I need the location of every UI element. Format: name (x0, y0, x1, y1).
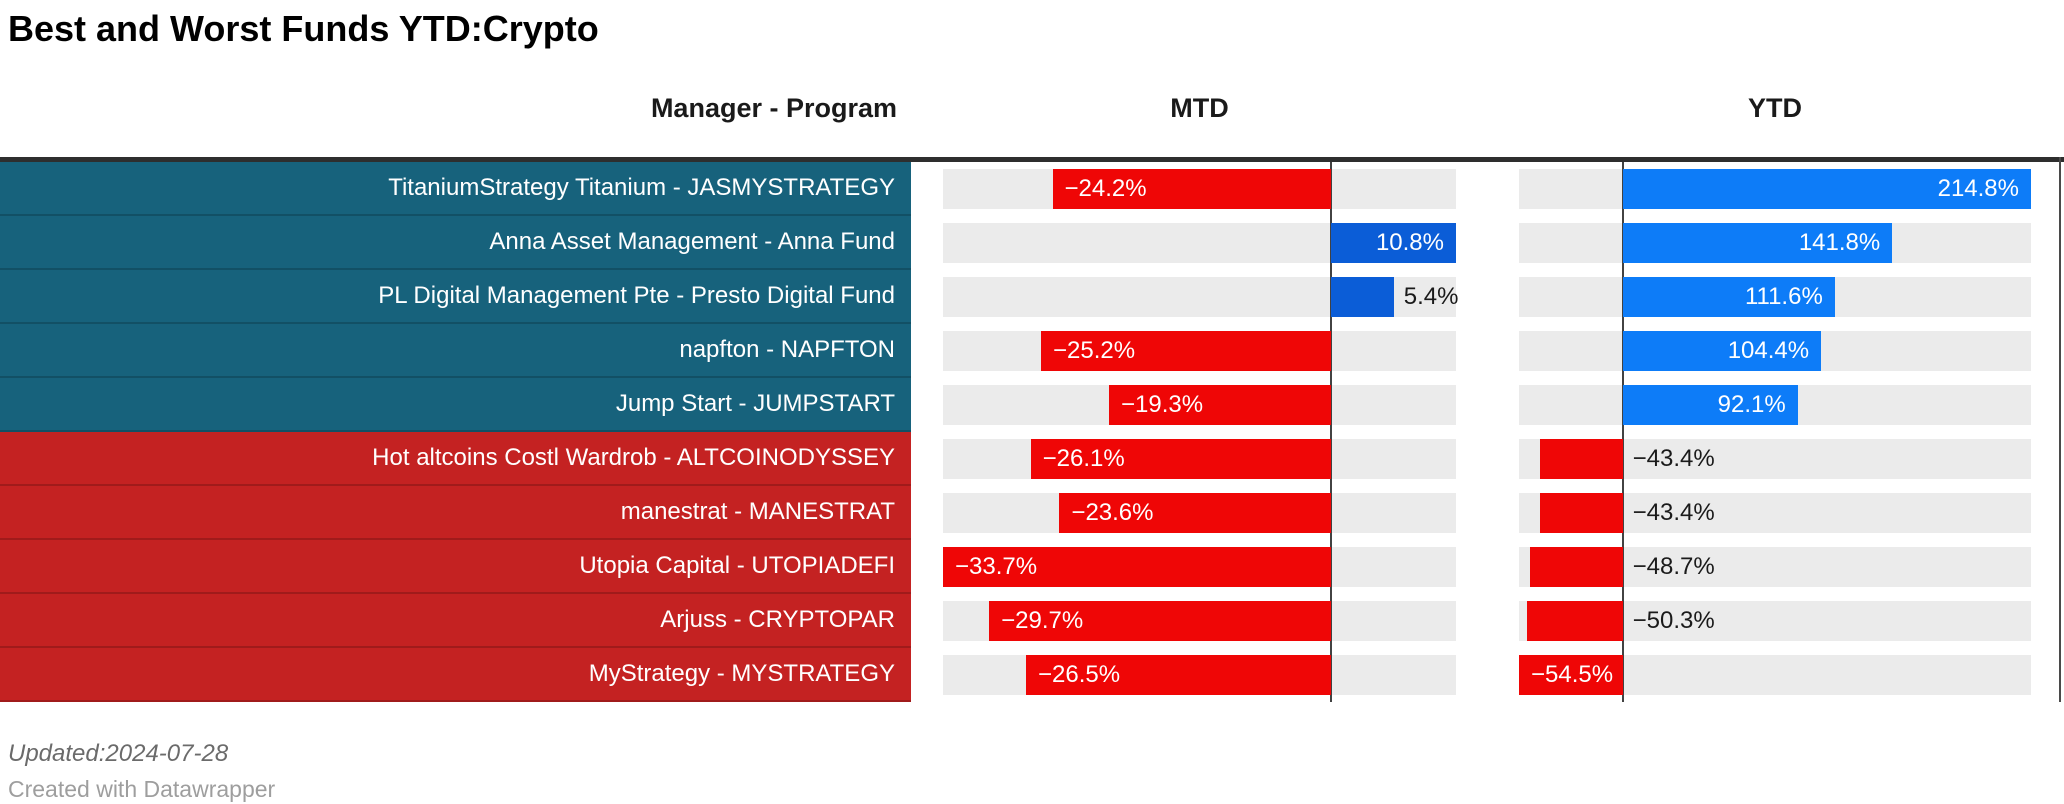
mtd-bar (1331, 277, 1394, 317)
mtd-value-label: 5.4% (1403, 283, 1459, 310)
ytd-bar-cell: 92.1% (1519, 385, 2031, 425)
column-header-mtd: MTD (1170, 93, 1229, 123)
table-right-edge-line (2059, 157, 2061, 702)
ytd-bar-cell: 214.8% (1519, 169, 2031, 209)
mtd-value-label: −26.1% (1042, 445, 1125, 472)
table-row: Hot altcoins Costl Wardrob - ALTCOINODYS… (0, 432, 2064, 486)
ytd-value-label: −48.7% (1632, 553, 1715, 580)
table-row: MyStrategy - MYSTRATEGY −26.5% −54.5% (0, 648, 2064, 702)
mtd-bar-cell: −26.5% (943, 655, 1456, 695)
ytd-value-label: 104.4% (1727, 337, 1810, 364)
manager-name: Utopia Capital - UTOPIADEFI (0, 540, 911, 594)
mtd-bar-cell: −24.2% (943, 169, 1456, 209)
ytd-value-label: 92.1% (1717, 391, 1786, 418)
ytd-bar-cell: −43.4% (1519, 439, 2031, 479)
ytd-bar (1530, 547, 1623, 587)
column-headers: Manager - Program MTD YTD (0, 88, 2064, 128)
ytd-bar-cell: −48.7% (1519, 547, 2031, 587)
ytd-bar (1622, 223, 1893, 263)
updated-note: Updated:2024-07-28 (8, 740, 229, 767)
table-rows: TitaniumStrategy Titanium - JASMYSTRATEG… (0, 162, 2064, 702)
mtd-bar (1030, 439, 1332, 479)
page-title: Best and Worst Funds YTD:Crypto (8, 8, 599, 49)
manager-name: PL Digital Management Pte - Presto Digit… (0, 270, 911, 324)
mtd-bar-cell: −25.2% (943, 331, 1456, 371)
funds-table: TitaniumStrategy Titanium - JASMYSTRATEG… (0, 157, 2064, 702)
ytd-bar-cell: −54.5% (1519, 655, 2031, 695)
manager-name: Hot altcoins Costl Wardrob - ALTCOINODYS… (0, 432, 911, 486)
ytd-value-label: −43.4% (1632, 445, 1715, 472)
mtd-bar-cell: 10.8% (943, 223, 1456, 263)
mtd-bar-cell: 5.4% (943, 277, 1459, 317)
mtd-bar-cell: −29.7% (943, 601, 1456, 641)
mtd-bar (989, 601, 1332, 641)
manager-name: Anna Asset Management - Anna Fund (0, 216, 911, 270)
manager-name: Jump Start - JUMPSTART (0, 378, 911, 432)
ytd-bar (1622, 331, 1822, 371)
ytd-bar-cell: 104.4% (1519, 331, 2031, 371)
mtd-value-label: −24.2% (1064, 175, 1147, 202)
mtd-bar (1026, 655, 1332, 695)
table-row: TitaniumStrategy Titanium - JASMYSTRATEG… (0, 162, 2064, 216)
column-header-manager: Manager - Program (650, 93, 897, 123)
mtd-bar-cell: −23.6% (943, 493, 1456, 533)
manager-name: Arjuss - CRYPTOPAR (0, 594, 911, 648)
ytd-value-label: −50.3% (1632, 607, 1715, 634)
manager-name: TitaniumStrategy Titanium - JASMYSTRATEG… (0, 162, 911, 216)
ytd-value-label: 141.8% (1798, 229, 1881, 256)
mtd-bar-cell: −19.3% (943, 385, 1456, 425)
table-row: manestrat - MANESTRAT −23.6% −43.4% (0, 486, 2064, 540)
ytd-value-label: −43.4% (1632, 499, 1715, 526)
ytd-value-label: −54.5% (1531, 661, 1614, 688)
manager-name: MyStrategy - MYSTRATEGY (0, 648, 911, 702)
ytd-bar (1540, 493, 1623, 533)
ytd-bar (1540, 439, 1623, 479)
ytd-bar (1526, 601, 1623, 641)
ytd-bar (1622, 385, 1798, 425)
mtd-zero-axis-line (1330, 162, 1333, 702)
column-header-ytd: YTD (1748, 93, 1802, 123)
ytd-bar (1622, 277, 1835, 317)
table-row: Anna Asset Management - Anna Fund 10.8% … (0, 216, 2064, 270)
mtd-value-label: −25.2% (1052, 337, 1136, 364)
table-row: Arjuss - CRYPTOPAR −29.7% −50.3% (0, 594, 2064, 648)
mtd-value-label: −19.3% (1121, 391, 1204, 418)
mtd-value-label: −29.7% (1001, 607, 1084, 634)
table-top-border (0, 157, 2064, 162)
datawrapper-credit-link[interactable]: Created with Datawrapper (8, 776, 276, 802)
mtd-bar (1040, 331, 1332, 371)
manager-name: manestrat - MANESTRAT (0, 486, 911, 540)
table-row: PL Digital Management Pte - Presto Digit… (0, 270, 2064, 324)
ytd-value-label: 214.8% (1937, 175, 2019, 202)
mtd-value-label: −23.6% (1071, 499, 1154, 526)
mtd-value-label: −33.7% (955, 553, 1038, 580)
mtd-bar (1109, 385, 1332, 425)
ytd-bar-cell: −43.4% (1519, 493, 2031, 533)
mtd-bar (1331, 223, 1456, 263)
ytd-bar-cell: −50.3% (1519, 601, 2031, 641)
manager-name: napfton - NAPFTON (0, 324, 911, 378)
mtd-bar-cell: −33.7% (943, 547, 1456, 587)
table-row: Utopia Capital - UTOPIADEFI −33.7% −48.7… (0, 540, 2064, 594)
ytd-value-label: 111.6% (1744, 283, 1823, 310)
ytd-bar (1519, 655, 1623, 695)
ytd-bar (1622, 169, 2031, 209)
ytd-zero-axis-line (1621, 162, 1624, 702)
mtd-value-label: −26.5% (1038, 661, 1121, 688)
mtd-value-label: 10.8% (1375, 229, 1444, 256)
mtd-bar-cell: −26.1% (943, 439, 1456, 479)
ytd-bar-cell: 141.8% (1519, 223, 2031, 263)
mtd-bar (1052, 169, 1332, 209)
table-row: Jump Start - JUMPSTART −19.3% 92.1% (0, 378, 2064, 432)
ytd-bar-cell: 111.6% (1519, 277, 2031, 317)
mtd-bar (943, 547, 1332, 587)
mtd-bar (1059, 493, 1332, 533)
table-row: napfton - NAPFTON −25.2% 104.4% (0, 324, 2064, 378)
